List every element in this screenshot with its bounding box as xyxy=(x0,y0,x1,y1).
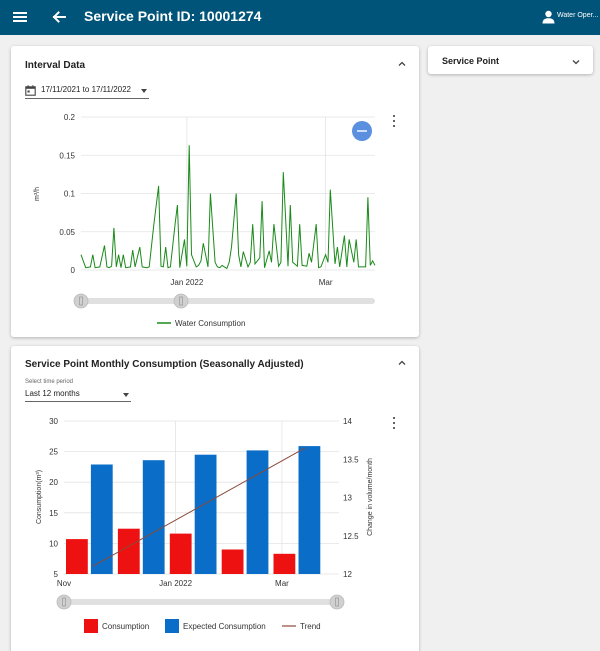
time-period-select[interactable]: Last 12 months xyxy=(25,388,131,402)
app-header: Service Point ID: 10001274 Water Oper... xyxy=(0,0,600,35)
y2-tick-label: 12 xyxy=(343,570,352,579)
chart-menu-button[interactable] xyxy=(391,115,397,127)
legend-water-consumption-label[interactable]: Water Consumption xyxy=(175,319,245,328)
consumption-bar xyxy=(66,539,88,574)
y-tick-label: 0.05 xyxy=(59,228,75,237)
legend-expected-swatch xyxy=(165,619,179,633)
grip-icon xyxy=(179,296,183,306)
time-period-value: Last 12 months xyxy=(25,389,80,398)
y2-tick-label: 13.5 xyxy=(343,455,359,464)
x-tick-label: Mar xyxy=(319,278,333,287)
y-tick-label: 25 xyxy=(49,448,58,457)
user-icon[interactable] xyxy=(542,10,555,24)
range-slider-track[interactable] xyxy=(64,599,340,605)
page-title: Service Point ID: 10001274 xyxy=(84,8,262,24)
y-tick-label: 5 xyxy=(54,570,59,579)
chart-menu-button[interactable] xyxy=(391,417,397,429)
consumption-bar xyxy=(273,553,296,574)
date-range-picker[interactable]: 17/11/2021 to 17/11/2022 xyxy=(25,84,149,99)
monthly-chart: 5 10 15 20 25 30 12 12.5 13 13.5 14 Nov Jan 2022 Ma… xyxy=(36,417,374,633)
x-tick-label: Nov xyxy=(57,579,71,588)
y-tick-label: 20 xyxy=(49,478,58,487)
y-tick-label: 0 xyxy=(71,266,76,275)
date-range-value: 17/11/2021 to 17/11/2022 xyxy=(41,85,132,94)
range-slider-end-handle[interactable] xyxy=(173,293,189,309)
menu-icon[interactable] xyxy=(12,9,28,25)
monthly-card-title: Service Point Monthly Consumption (Seaso… xyxy=(25,359,304,370)
interval-chart: 0 0.05 0.1 0.15 0.2 Jan 2022 Mar m³/h Water C… xyxy=(34,113,376,328)
collapse-chevron-icon[interactable] xyxy=(397,59,407,69)
y-tick-label: 0.2 xyxy=(64,113,76,122)
monthly-y-axis-label: Consumption(m³) xyxy=(36,470,43,524)
minus-icon xyxy=(357,130,367,132)
legend-consumption-swatch xyxy=(84,619,98,633)
range-slider-start-handle[interactable] xyxy=(56,594,72,610)
y2-tick-label: 14 xyxy=(343,417,352,426)
y2-tick-label: 13 xyxy=(343,494,352,503)
back-arrow-icon[interactable] xyxy=(50,8,68,26)
service-point-card[interactable]: Service Point xyxy=(428,46,593,74)
collapse-chevron-icon[interactable] xyxy=(397,358,407,368)
legend-consumption-label[interactable]: Consumption xyxy=(102,622,149,631)
range-slider-start-handle[interactable] xyxy=(73,293,89,309)
consumption-bar xyxy=(169,533,192,574)
legend-trend-label[interactable]: Trend xyxy=(300,622,321,631)
expected-consumption-bar xyxy=(298,446,321,574)
interval-y-axis-label: m³/h xyxy=(34,187,41,201)
range-slider-track[interactable] xyxy=(81,298,375,304)
y-tick-label: 0.15 xyxy=(59,151,75,160)
expected-consumption-bar xyxy=(194,454,217,574)
y-tick-label: 10 xyxy=(49,539,58,548)
user-name[interactable]: Water Oper... xyxy=(557,12,599,19)
interval-data-card: Interval Data 17/11/2021 to 17/11/2022 0… xyxy=(11,46,419,337)
time-period-label: Select time period xyxy=(25,379,74,385)
water-consumption-line xyxy=(80,145,376,270)
dropdown-arrow-icon xyxy=(123,393,129,397)
service-point-card-title: Service Point xyxy=(442,56,500,66)
y2-tick-label: 12.5 xyxy=(343,532,359,541)
expected-consumption-bar xyxy=(142,460,165,574)
legend-expected-label[interactable]: Expected Consumption xyxy=(183,622,266,631)
consumption-bar xyxy=(117,528,140,574)
y-tick-label: 30 xyxy=(49,417,58,426)
x-tick-label: Mar xyxy=(275,579,289,588)
monthly-consumption-card: Service Point Monthly Consumption (Seaso… xyxy=(11,346,419,651)
consumption-bar xyxy=(221,549,244,574)
expected-consumption-bar xyxy=(246,450,269,574)
grip-icon xyxy=(62,597,66,607)
trend-line xyxy=(92,447,306,567)
grip-icon xyxy=(79,296,83,306)
grip-icon xyxy=(335,597,339,607)
y-tick-label: 0.1 xyxy=(64,190,76,199)
y-tick-label: 15 xyxy=(49,509,58,518)
interval-card-title: Interval Data xyxy=(25,60,86,71)
expand-chevron-icon[interactable] xyxy=(571,57,581,67)
dropdown-arrow-icon xyxy=(141,89,147,93)
range-slider-end-handle[interactable] xyxy=(329,594,345,610)
x-tick-label: Jan 2022 xyxy=(170,278,203,287)
expected-consumption-bar xyxy=(90,464,113,574)
calendar-icon xyxy=(25,85,36,96)
monthly-y2-axis-label: Change in volume/month xyxy=(367,458,374,536)
x-tick-label: Jan 2022 xyxy=(159,579,192,588)
